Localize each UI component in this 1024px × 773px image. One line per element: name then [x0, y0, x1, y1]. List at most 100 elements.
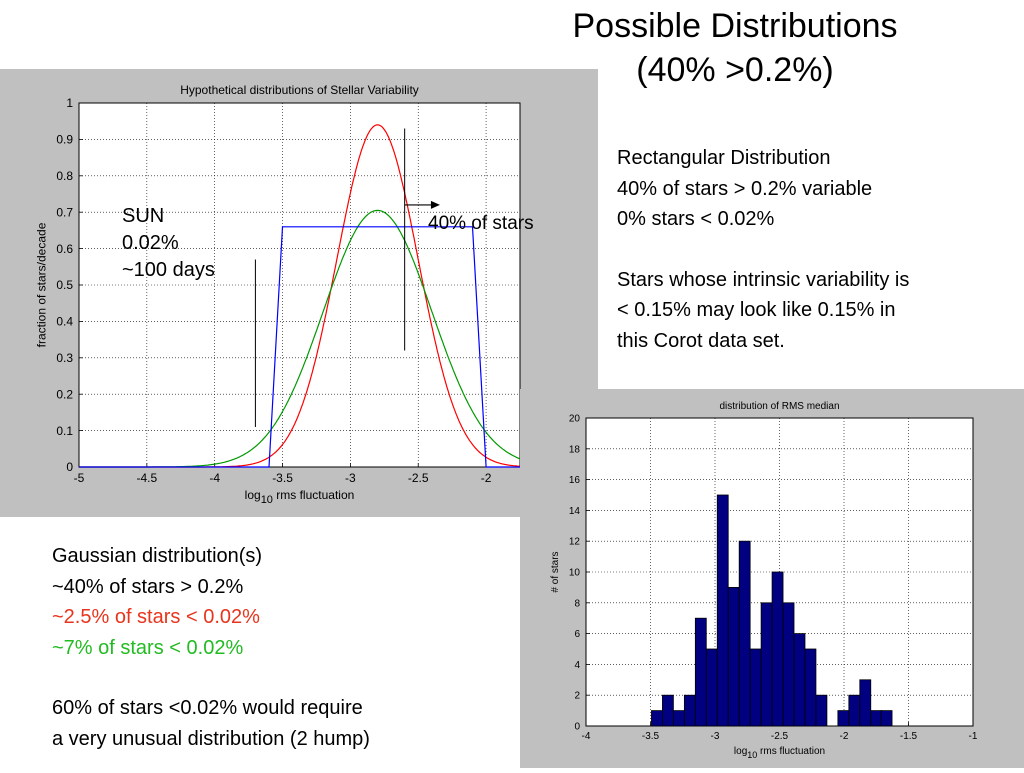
chart2-xtick-label: -2	[840, 731, 849, 742]
chart1-ytick-label: 0.2	[56, 387, 73, 401]
note-line: 40% of stars > 0.2% variable	[617, 177, 873, 200]
chart1-arrow-head	[430, 200, 440, 209]
chart1-xtick-label: -4	[209, 471, 220, 485]
chart1-xlabel-rest: rms fluctuation	[273, 488, 354, 502]
chart2-xtick-label: -1.5	[900, 731, 918, 742]
rms-histogram-chart: -4 -3.5 -3 -2.5 -2 -1.5 -1 0 2 4 6 8 10 12 14 16 18 20 dis…	[550, 401, 978, 760]
chart1-ytick-label: 0	[66, 460, 73, 474]
note-line: 60% of stars <0.02% would require	[52, 697, 363, 719]
chart1-ytick-label: 0.7	[56, 205, 73, 219]
chart1-ylabel: fraction of stars/decade	[34, 222, 48, 347]
chart2-ytick-label: 0	[574, 722, 580, 733]
chart2-ytick-label: 16	[569, 475, 581, 486]
chart2-xlabel-sub: 10	[747, 750, 757, 760]
chart1-ytick-label: 0.5	[56, 278, 73, 292]
chart2-xtick-label: -4	[582, 731, 591, 742]
title-line-1: Possible Distributions	[572, 7, 898, 45]
slide-title: Possible Distributions (40% >0.2%)	[530, 4, 940, 92]
chart2-ytick-label: 2	[574, 691, 580, 702]
note-line: Gaussian distribution(s)	[52, 545, 263, 567]
note-line: a very unusual distribution (2 hump)	[52, 727, 370, 750]
gaussian-distribution-chart: -5 -4.5 -4 -3.5 -3 -2.5 -2 0 0.1 0.2 0.3 0.4 0.5 0.6 0…	[34, 83, 521, 506]
chart2-xtick-label: -3.5	[642, 731, 660, 742]
chart2-ytick-label: 8	[574, 598, 580, 609]
chart2-xlabel: log10 rms fluctuation	[734, 746, 825, 760]
chart1-series-blue	[79, 226, 520, 468]
chart2-bar	[672, 710, 685, 727]
chart2-bar	[694, 617, 707, 727]
chart2-bar	[870, 710, 883, 727]
chart2-xlabel-base: log	[734, 746, 747, 757]
sun-label: SUN	[122, 205, 165, 227]
chart1-ytick-label: 1	[66, 96, 73, 110]
chart1-xtick-label: -5	[74, 471, 85, 485]
chart2-ytick-label: 20	[569, 414, 581, 425]
sun-period: ~100 days	[122, 259, 215, 281]
chart1-ytick-label: 0.6	[56, 242, 73, 256]
chart2-bar	[837, 710, 850, 727]
chart2-bar	[848, 694, 861, 727]
title-line-2: (40% >0.2%)	[636, 51, 834, 89]
chart2-bar	[771, 571, 784, 727]
chart2-bar	[651, 710, 663, 727]
chart2-ytick-label: 4	[574, 660, 580, 671]
chart2-bar	[804, 648, 817, 727]
chart2-bar	[738, 540, 751, 727]
gaussian-notes: Gaussian distribution(s) ~40% of stars >…	[52, 541, 370, 754]
chart2-bar	[793, 633, 806, 727]
note-spacer	[52, 663, 370, 693]
chart2-bar	[815, 694, 828, 727]
chart1-xtick-label: -3.5	[272, 471, 293, 485]
chart1-xlabel-base: log	[245, 488, 261, 502]
chart1-xlabel-sub: 10	[261, 494, 273, 506]
note-line: Rectangular Distribution	[617, 147, 831, 169]
sun-value: 0.02%	[122, 232, 179, 254]
chart1-xtick-label: -2.5	[408, 471, 429, 485]
chart2-bar	[782, 602, 795, 727]
chart2-ylabel: # of stars	[550, 551, 561, 592]
chart1-xtick-label: -3	[345, 471, 356, 485]
chart2-bar	[705, 648, 718, 727]
arrow-text: 40% of stars	[428, 213, 534, 234]
chart1-xtick-label: -4.5	[137, 471, 158, 485]
rectangular-notes: Rectangular Distribution 40% of stars > …	[617, 143, 909, 356]
note-line: < 0.15% may look like 0.15% in	[617, 299, 896, 321]
chart2-ytick-label: 14	[569, 506, 581, 517]
chart1-axes-frame	[78, 102, 521, 468]
chart1-xlabel: log10 rms fluctuation	[245, 488, 355, 506]
note-line: 0% stars < 0.02%	[617, 208, 775, 230]
chart1-title: Hypothetical distributions of Stellar Va…	[180, 83, 419, 97]
chart2-bar	[662, 694, 674, 727]
chart1-ytick-label: 0.9	[56, 133, 73, 147]
note-line-red: ~2.5% of stars < 0.02%	[52, 606, 260, 628]
chart2-xlabel-rest: rms fluctuation	[757, 746, 825, 757]
chart2-xtick-label: -1	[969, 731, 978, 742]
note-line-green: ~7% of stars < 0.02%	[52, 636, 244, 659]
gaussian-chart-panel: -5 -4.5 -4 -3.5 -3 -2.5 -2 0 0.1 0.2 0.3 0.4 0.5 0.6 0…	[0, 69, 598, 517]
chart1-ytick-label: 0.4	[56, 315, 73, 329]
chart1-ytick-label: 0.3	[56, 351, 73, 365]
chart2-ytick-label: 12	[569, 537, 581, 548]
sun-annotation: SUN 0.02% ~100 days	[122, 203, 215, 284]
chart1-series-group	[79, 124, 521, 468]
histogram-chart-panel: -4 -3.5 -3 -2.5 -2 -1.5 -1 0 2 4 6 8 10 12 14 16 18 20 dis…	[520, 389, 1024, 768]
chart2-bar	[760, 602, 773, 727]
note-line: ~40% of stars > 0.2%	[52, 575, 244, 598]
chart1-plot-area	[79, 103, 520, 467]
chart2-title: distribution of RMS median	[719, 401, 839, 412]
chart2-ytick-label: 6	[574, 629, 580, 640]
chart1-ytick-label: 0.8	[56, 169, 73, 183]
arrow-annotation: 40% of stars	[428, 210, 534, 237]
chart1-xtick-label: -2	[481, 471, 492, 485]
chart2-ytick-label: 10	[569, 568, 581, 579]
chart1-ytick-label: 0.1	[56, 424, 73, 438]
chart2-bars-group	[651, 494, 893, 727]
chart2-ytick-label: 18	[569, 444, 581, 455]
chart2-bar	[859, 679, 872, 727]
note-spacer	[617, 235, 909, 265]
note-line: Stars whose intrinsic variability is	[617, 268, 910, 291]
chart2-bar	[716, 494, 729, 727]
chart2-bar	[683, 694, 696, 727]
note-line: this Corot data set.	[617, 329, 785, 352]
chart2-bar	[880, 710, 893, 727]
